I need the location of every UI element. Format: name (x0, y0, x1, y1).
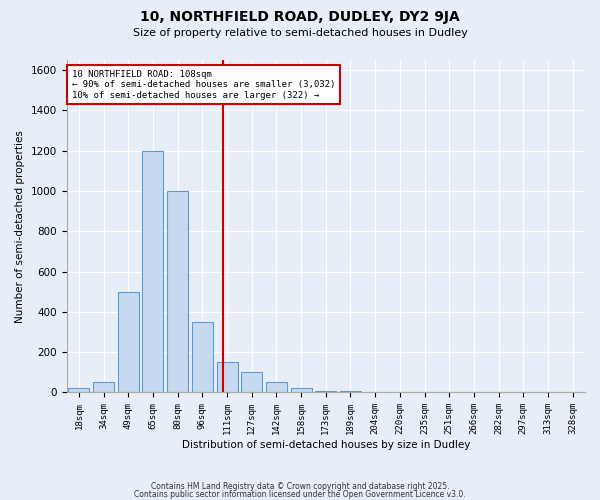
Text: 10 NORTHFIELD ROAD: 108sqm
← 90% of semi-detached houses are smaller (3,032)
10%: 10 NORTHFIELD ROAD: 108sqm ← 90% of semi… (72, 70, 335, 100)
Bar (68, 388, 89, 392)
X-axis label: Distribution of semi-detached houses by size in Dudley: Distribution of semi-detached houses by … (182, 440, 470, 450)
Bar (93, 382, 114, 392)
Bar (266, 382, 287, 392)
Bar (241, 372, 262, 392)
Y-axis label: Number of semi-detached properties: Number of semi-detached properties (15, 130, 25, 322)
Text: Size of property relative to semi-detached houses in Dudley: Size of property relative to semi-detach… (133, 28, 467, 38)
Bar (290, 388, 311, 392)
Bar (217, 362, 238, 392)
Text: Contains HM Land Registry data © Crown copyright and database right 2025.: Contains HM Land Registry data © Crown c… (151, 482, 449, 491)
Text: Contains public sector information licensed under the Open Government Licence v3: Contains public sector information licen… (134, 490, 466, 499)
Bar (192, 322, 213, 392)
Bar (118, 292, 139, 392)
Bar (142, 150, 163, 392)
Text: 10, NORTHFIELD ROAD, DUDLEY, DY2 9JA: 10, NORTHFIELD ROAD, DUDLEY, DY2 9JA (140, 10, 460, 24)
Bar (167, 191, 188, 392)
